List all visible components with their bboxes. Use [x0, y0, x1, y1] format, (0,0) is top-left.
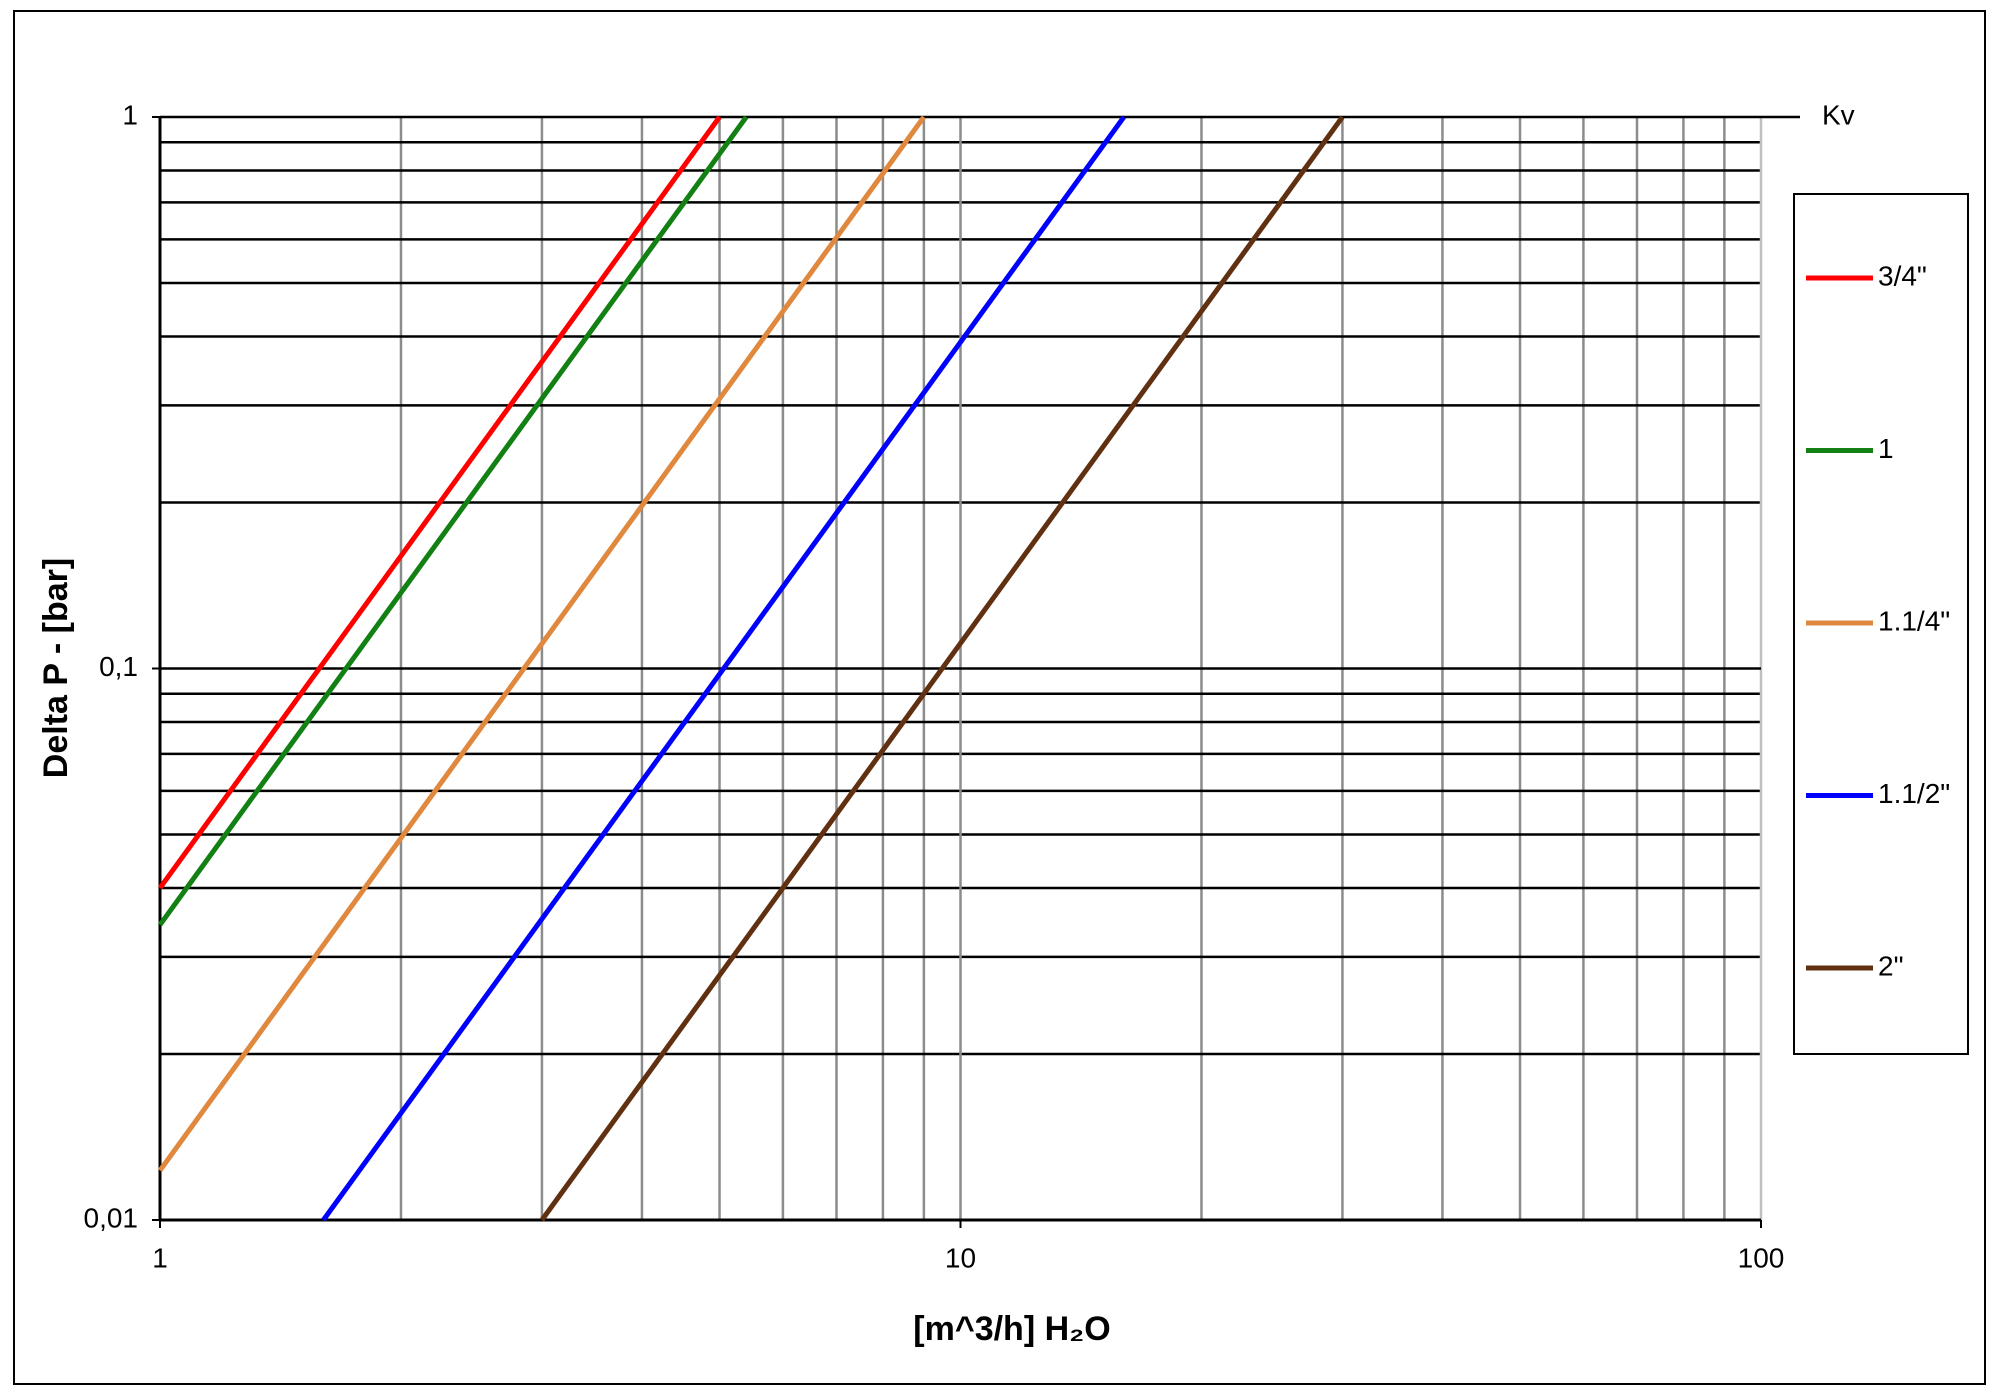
chart-border [13, 10, 1986, 1385]
series-line [157, 115, 722, 890]
legend-label: 3/4" [1878, 260, 1927, 291]
legend-label: 1.1/2" [1878, 778, 1950, 809]
series-line [157, 115, 926, 1172]
series-line [321, 115, 1126, 1222]
x-tick-label: 1 [152, 1242, 168, 1273]
legend-label: 1 [1878, 433, 1894, 464]
kv-label: Kv [1822, 99, 1855, 130]
y-axis-title: Delta P - [bar] [37, 558, 75, 778]
series-line [157, 115, 749, 927]
y-tick-label: 0,1 [99, 651, 138, 682]
series-line [539, 115, 1345, 1222]
x-axis-title: [m^3/h] H₂O [913, 1310, 1110, 1348]
legend-label: 2" [1878, 950, 1904, 981]
x-tick-label: 100 [1738, 1242, 1785, 1273]
y-tick-label: 1 [122, 99, 138, 130]
x-tick-label: 10 [945, 1242, 976, 1273]
legend-label: 1.1/4" [1878, 605, 1950, 636]
y-tick-label: 0,01 [84, 1202, 139, 1233]
